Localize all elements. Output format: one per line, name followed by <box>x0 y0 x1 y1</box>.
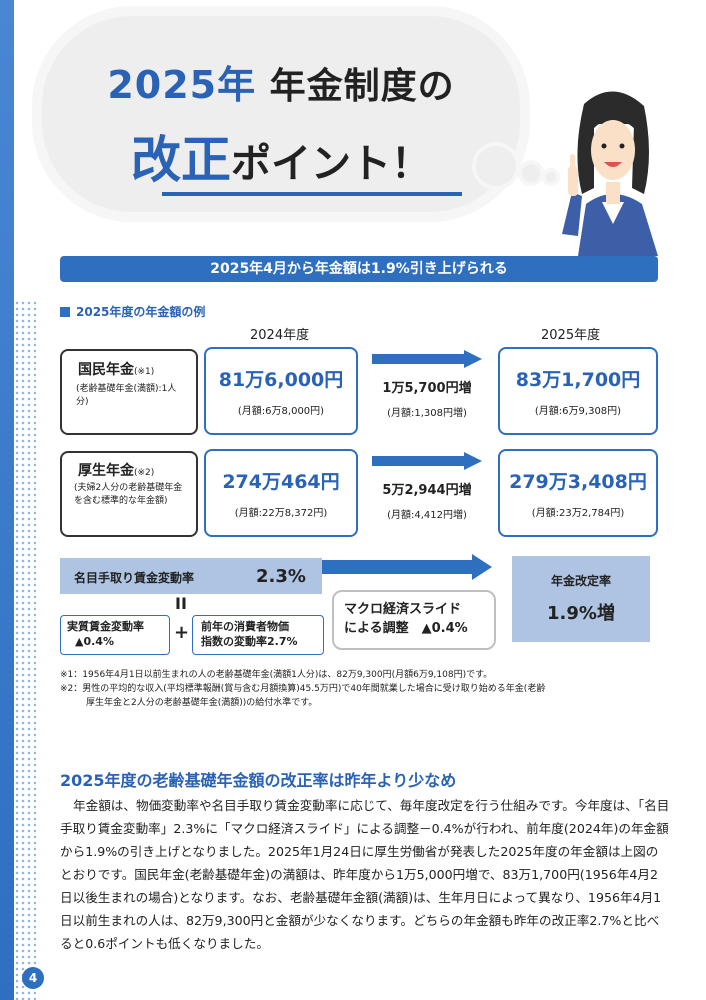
page-number: 4 <box>22 967 44 989</box>
amount-2025: 83万1,700円 <box>515 369 641 391</box>
amount-box-2024-kokumin: 81万6,000円 (月額:6万8,000円) <box>204 347 358 435</box>
title-line-1: 2025年 年金制度の <box>42 54 520 109</box>
equals-sign: II <box>175 594 187 613</box>
bubble-dot-large <box>476 146 516 186</box>
pointing-hand <box>568 166 578 196</box>
footnote-1: ※1：1956年4月1日以前生まれの人の老齢基礎年金(満額1人分)は、82万9,… <box>60 670 493 680</box>
increase-kokumin: 1万5,700円増 (月額:1,308円増) <box>368 377 486 419</box>
title-line-2: 改正ポイント！ <box>42 120 520 192</box>
title-line1-rest: 年金制度の <box>269 66 455 107</box>
square-bullet-icon <box>60 307 70 317</box>
title-line2-rest: ポイント！ <box>231 141 431 187</box>
title-kaisei: 改正 <box>131 131 231 189</box>
title-bubble: 2025年 年金制度の 改正ポイント！ <box>42 16 520 212</box>
amount-2025: 279万3,408円 <box>509 471 647 493</box>
macro-slide-box: マクロ経済スライド による調整 ▲0.4% <box>332 590 496 650</box>
footnote-2-cont: 厚生年金と2人分の老齢基礎年金(満額))の給付水準です。 <box>86 698 318 708</box>
row-label-note: (※2) <box>134 468 155 478</box>
amount-box-2025-kokumin: 83万1,700円 (月額:6万9,308円) <box>498 347 658 435</box>
example-heading: 2025年度の年金額の例 <box>60 303 205 320</box>
year-2025-label: 2025年度 <box>541 328 601 343</box>
row-label-kosei: 厚生年金(※2) (夫婦2人分の老齢基礎年金を含む標準的な年金額) <box>60 451 198 537</box>
title-year: 2025年 <box>107 63 257 107</box>
bubble-dot-medium <box>522 164 540 182</box>
revision-rate-box: 年金改定率 1.9%増 <box>512 556 650 642</box>
cpi-change-box: 前年の消費者物価 指数の変動率2.7% <box>192 615 324 655</box>
headline-banner: 2025年4月から年金額は1.9%引き上げられる <box>60 256 658 282</box>
hair-shape <box>577 91 649 194</box>
monthly-2024: (月額:22万8,372円) <box>234 508 328 519</box>
row-label-kokumin: 国民年金(※1) (老齢基礎年金(満額):1人分) <box>60 349 198 435</box>
index-finger <box>570 154 575 170</box>
row-label-desc: (老齢基礎年金(満額):1人分) <box>76 384 177 407</box>
monthly-2024: (月額:6万8,000円) <box>237 406 325 417</box>
increase-amount: 1万5,700円増 <box>382 381 472 396</box>
arrow-right-icon <box>372 452 482 470</box>
jacket-shape <box>578 194 658 256</box>
wage-change-value: 2.3% <box>256 566 306 587</box>
amount-2024: 81万6,000円 <box>218 369 344 391</box>
monthly-2025: (月額:23万2,784円) <box>531 508 625 519</box>
year-2024-label: 2024年度 <box>250 328 310 343</box>
increase-monthly: (月額:4,412円増) <box>387 510 467 521</box>
footnote-2: ※2：男性の平均的な収入(平均標準報酬(賞与含む月額換算)45.5万円)で40年… <box>60 684 546 694</box>
real-wage-line1: 実質賃金変動率 <box>67 620 144 633</box>
row-label-note: (※1) <box>134 367 155 377</box>
amount-box-2025-kosei: 279万3,408円 (月額:23万2,784円) <box>498 449 658 537</box>
macro-line1: マクロ経済スライド <box>344 602 462 617</box>
face-shape <box>591 120 635 180</box>
title-underline <box>162 192 462 196</box>
amount-2024: 274万464円 <box>222 471 340 493</box>
plus-sign: + <box>174 622 190 643</box>
bubble-dot-small <box>546 172 556 182</box>
macro-line2: による調整 ▲0.4% <box>344 621 468 636</box>
arrow-right-icon <box>372 350 482 368</box>
monthly-2025: (月額:6万9,308円) <box>534 406 622 417</box>
row-label-main: 国民年金 <box>78 362 134 378</box>
collar-shape <box>602 202 624 224</box>
revision-rate-label: 年金改定率 <box>550 574 611 588</box>
row-label-desc: (夫婦2人分の老齢基礎年金を含む標準的な年金額) <box>74 483 183 506</box>
increase-kosei: 5万2,944円増 (月額:4,412円増) <box>366 479 488 521</box>
left-accent-stripe <box>0 0 14 1000</box>
cpi-line2: 指数の変動率2.7% <box>201 635 298 648</box>
row-label-main: 厚生年金 <box>78 463 134 479</box>
increase-monthly: (月額:1,308円増) <box>387 408 467 419</box>
real-wage-line2: ▲0.4% <box>75 635 114 648</box>
body-paragraph: 年金額は、物価変動率や名目手取り賃金変動率に応じて、毎年度改定を行う仕組みです。… <box>60 798 670 951</box>
example-heading-text: 2025年度の年金額の例 <box>76 305 206 319</box>
section-title: 2025年度の老齢基礎年金額の改正率は昨年より少なめ <box>60 771 457 790</box>
woman-pointing-illustration <box>562 91 658 256</box>
arrow-right-icon <box>322 554 492 580</box>
dot-pattern <box>14 300 36 1000</box>
real-wage-box: 実質賃金変動率 ▲0.4% <box>60 615 170 655</box>
amount-box-2024-kosei: 274万464円 (月額:22万8,372円) <box>204 449 358 537</box>
wage-change-box: 名目手取り賃金変動率 2.3% <box>60 558 322 594</box>
wage-change-label: 名目手取り賃金変動率 <box>74 571 195 585</box>
cpi-line1: 前年の消費者物価 <box>201 620 289 633</box>
revision-rate-value: 1.9%増 <box>547 603 615 624</box>
footnotes: ※1：1956年4月1日以前生まれの人の老齢基礎年金(満額1人分)は、82万9,… <box>60 668 700 710</box>
increase-amount: 5万2,944円増 <box>382 483 472 498</box>
